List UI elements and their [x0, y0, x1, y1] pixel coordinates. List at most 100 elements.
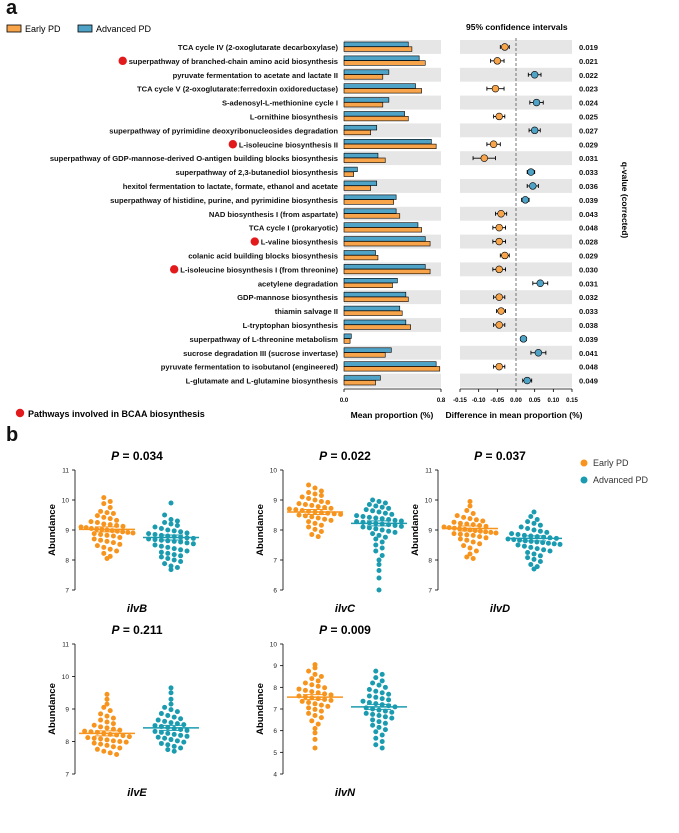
q-value: 0.033 — [579, 168, 598, 177]
legend-advanced-swatch — [77, 24, 93, 33]
advanced-point — [162, 704, 168, 710]
pathway-label: superpathway of L-threonine metabolism — [189, 335, 338, 344]
advanced-point — [174, 738, 180, 744]
advanced-point — [373, 694, 379, 700]
early-bar — [343, 296, 409, 302]
early-point — [302, 502, 308, 507]
q-value: 0.032 — [579, 293, 598, 302]
advanced-point — [379, 690, 385, 696]
q-value: 0.049 — [579, 377, 598, 386]
early-point — [322, 505, 328, 510]
ci-point — [495, 293, 503, 301]
early-point — [464, 532, 470, 538]
advanced-point — [379, 527, 385, 533]
early-point — [312, 730, 318, 736]
advanced-point — [392, 523, 398, 528]
advanced-point — [165, 747, 171, 753]
advanced-point — [525, 550, 531, 555]
advanced-point — [184, 733, 190, 739]
advanced-point — [398, 518, 404, 524]
advanced-point — [155, 717, 161, 723]
y-axis-label: Abundance — [410, 504, 421, 556]
early-point — [104, 532, 110, 538]
early-point — [107, 499, 113, 504]
advanced-point — [525, 526, 531, 531]
early-point — [461, 514, 467, 520]
ci-point — [530, 126, 539, 135]
early-bar — [343, 213, 401, 219]
ci-point — [536, 279, 544, 287]
early-bar — [343, 199, 395, 205]
advanced-point — [168, 696, 174, 702]
p-value: = 0.211 — [119, 623, 162, 637]
advanced-point — [379, 745, 385, 751]
early-point — [91, 722, 97, 728]
pathway-label: L-tryptophan biosynthesis — [243, 321, 338, 330]
advanced-point — [370, 717, 376, 723]
early-point — [328, 517, 334, 523]
b-legend-advanced-label: Advanced PD — [593, 475, 649, 485]
q-value: 0.021 — [579, 57, 599, 66]
advanced-point — [184, 548, 190, 554]
ci-point — [491, 84, 500, 93]
advanced-point — [528, 544, 534, 550]
advanced-point — [382, 534, 388, 540]
advanced-point — [545, 540, 551, 546]
advanced-point — [158, 740, 164, 746]
advanced-point — [544, 529, 550, 535]
q-value-axis-label: q-value (corrected) — [620, 162, 630, 239]
advanced-point — [165, 556, 171, 561]
early-bar — [343, 102, 384, 108]
advanced-point — [531, 566, 537, 572]
pathway-label: colanic acid building blocks biosynthesi… — [188, 251, 338, 260]
advanced-point — [528, 514, 534, 519]
bcaa-marker-dot — [250, 237, 259, 246]
early-bar — [343, 185, 371, 191]
advanced-point — [158, 549, 164, 555]
p-value: = 0.037 — [482, 449, 526, 463]
y-tick-label: 5 — [273, 750, 277, 757]
advanced-point — [515, 542, 521, 548]
y-tick-label: 9 — [65, 528, 69, 535]
early-bar — [343, 324, 411, 330]
early-point — [101, 514, 107, 520]
early-bar — [343, 60, 426, 66]
early-point — [467, 551, 473, 557]
advanced-point — [531, 551, 537, 557]
bcaa-legend-dot — [15, 408, 25, 418]
advanced-point — [178, 539, 184, 545]
p-value: = 0.009 — [327, 623, 371, 637]
y-tick-label: 11 — [62, 468, 69, 475]
q-value: 0.023 — [579, 85, 598, 94]
b-legend-advanced-dot — [580, 476, 588, 484]
advanced-point — [171, 714, 177, 720]
panel-title: P = 0.211 — [111, 623, 162, 637]
early-point — [306, 700, 312, 705]
advanced-point — [174, 565, 180, 570]
ci-x-tick-label: -0.05 — [490, 398, 504, 404]
advanced-point — [168, 737, 174, 743]
early-point — [98, 736, 104, 742]
advanced-point — [537, 528, 543, 534]
pathway-label: superpathway of branched-chain amino aci… — [129, 57, 338, 66]
early-point — [114, 548, 120, 554]
advanced-point — [376, 682, 382, 688]
early-bar — [343, 88, 422, 94]
early-point — [91, 740, 97, 746]
q-value: 0.031 — [579, 154, 599, 163]
advanced-point — [521, 543, 527, 549]
advanced-point — [165, 550, 171, 556]
advanced-point — [370, 508, 376, 514]
advanced-point — [370, 531, 376, 537]
early-point — [94, 513, 100, 519]
ci-point — [495, 223, 503, 232]
pathway-label: superpathway of GDP-mannose-derived O-an… — [50, 154, 338, 163]
advanced-point — [366, 514, 372, 520]
advanced-point — [165, 538, 171, 544]
early-point — [302, 680, 308, 686]
advanced-point — [382, 684, 388, 690]
q-value: 0.033 — [579, 307, 598, 316]
early-point — [312, 706, 318, 712]
q-value: 0.019 — [579, 43, 598, 52]
early-point — [309, 514, 315, 520]
